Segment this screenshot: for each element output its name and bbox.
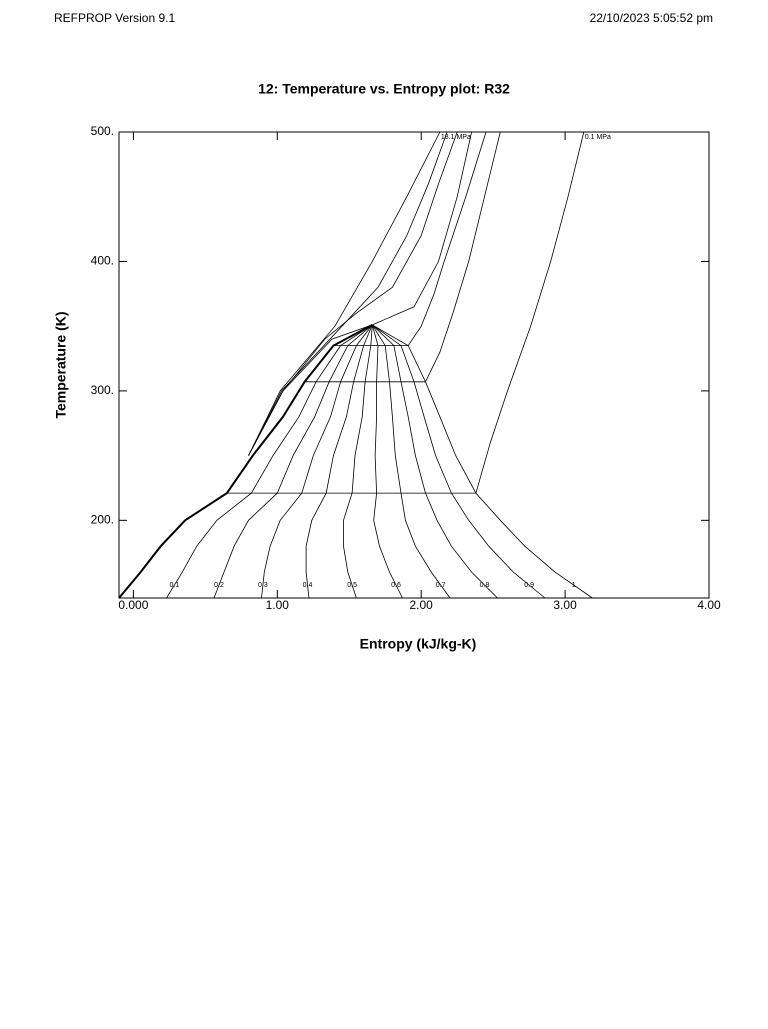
quality-label: 0.9 (524, 582, 534, 589)
isobar (248, 131, 441, 456)
quality-line (166, 324, 373, 599)
chart-title: 12: Temperature vs. Entropy plot: R32 (258, 81, 510, 97)
plot-frame (118, 131, 710, 599)
isobar (248, 131, 448, 456)
isobar (304, 131, 501, 383)
isobar (248, 131, 472, 456)
quality-line (305, 324, 373, 599)
timestamp: 22/10/2023 5:05:52 pm (590, 11, 713, 25)
saturated-liquid-line (118, 324, 373, 599)
quality-label: 1 (572, 582, 576, 589)
quality-label: 0.2 (214, 582, 224, 589)
quality-label: 0.5 (347, 582, 357, 589)
isobar (226, 131, 585, 494)
software-version: REFPROP Version 9.1 (54, 11, 175, 25)
x-axis-label: Entropy (kJ/kg-K) (360, 636, 477, 652)
x-tick-label: 2.00 (410, 598, 434, 612)
quality-line (261, 324, 373, 599)
x-tick-label: 1.00 (266, 598, 290, 612)
y-tick-label: 500. (91, 124, 114, 138)
quality-line (372, 324, 498, 599)
quality-line (213, 324, 373, 599)
y-tick-label: 300. (91, 383, 114, 397)
y-tick-label: 400. (91, 254, 114, 268)
quality-label: 0.8 (480, 582, 490, 589)
x-tick-label: 4.00 (697, 598, 721, 612)
quality-label: 0.3 (258, 582, 268, 589)
quality-line (371, 324, 403, 599)
isobar-label: 0.1 MPa (585, 134, 611, 141)
x-tick-label: 0.000 (118, 598, 148, 612)
quality-label: 0.6 (391, 582, 401, 589)
y-tick-label: 200. (91, 513, 114, 527)
isobar (333, 131, 487, 346)
y-axis-label: Temperature (K) (53, 311, 69, 418)
quality-label: 0.4 (303, 582, 313, 589)
isobar-label: 18.1 MPa (441, 134, 471, 141)
isobar (248, 131, 458, 456)
x-tick-label: 3.00 (553, 598, 577, 612)
quality-line (372, 324, 546, 599)
quality-line (372, 324, 593, 599)
quality-label: 0.7 (436, 582, 446, 589)
quality-line (343, 324, 373, 599)
quality-label: 0.1 (170, 582, 180, 589)
quality-line (371, 324, 451, 599)
